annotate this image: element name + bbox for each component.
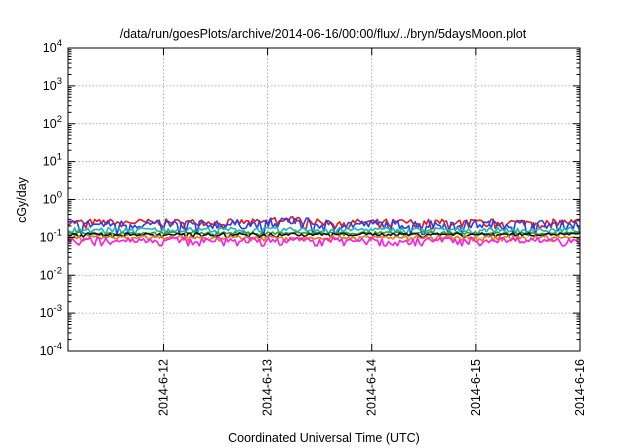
y-axis: 10-4 10-3 10-2 10-1 100 101 102 103 104 (40, 38, 580, 358)
y-tick-label: 100 (43, 190, 62, 207)
y-tick-label: 104 (43, 38, 62, 55)
series-line (67, 216, 581, 230)
y-tick-label: 10-4 (40, 341, 62, 358)
x-tick-label: 2014-6-14 (365, 359, 379, 416)
x-axis: 2014-6-12 2014-6-13 2014-6-14 2014-6-15 2014… (156, 48, 587, 416)
y-axis-label: cGy/day (15, 176, 29, 223)
series-line (67, 226, 581, 236)
y-tick-label: 101 (43, 152, 62, 169)
series-line (67, 234, 581, 242)
series-line (67, 236, 581, 247)
grid (68, 48, 580, 351)
x-tick-label: 2014-6-15 (469, 359, 483, 416)
chart-title: /data/run/goesPlots/archive/2014-06-16/0… (120, 27, 527, 41)
series-line (67, 217, 581, 236)
x-tick-label: 2014-6-16 (573, 359, 587, 416)
y-tick-label: 10-3 (40, 303, 62, 320)
x-axis-label: Coordinated Universal Time (UTC) (228, 431, 420, 445)
y-tick-label: 10-1 (40, 227, 62, 244)
series-layer (67, 216, 581, 247)
y-tick-label: 102 (43, 114, 62, 131)
y-tick-label: 103 (43, 76, 62, 93)
y-tick-label: 10-2 (40, 265, 62, 282)
x-tick-label: 2014-6-12 (156, 359, 170, 416)
x-tick-label: 2014-6-13 (261, 359, 275, 416)
